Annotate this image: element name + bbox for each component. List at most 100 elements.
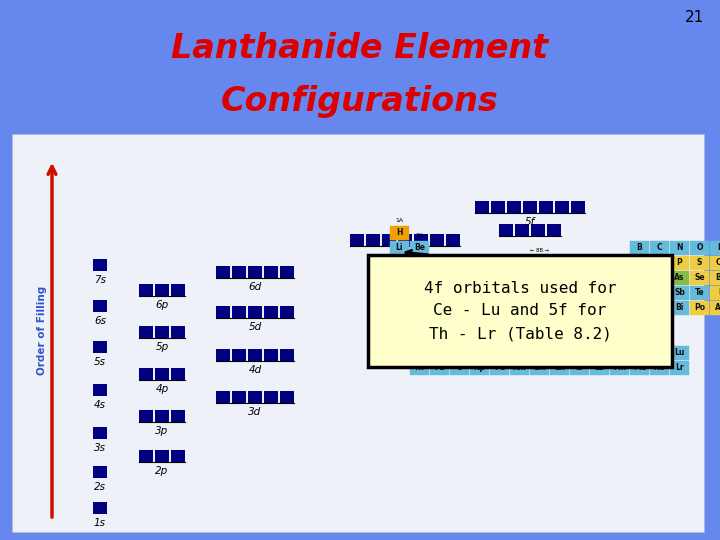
- Text: Rf: Rf: [455, 319, 464, 327]
- Text: 4f orbitals used for
Ce - Lu and 5f for
Th - Lr (Table 8.2): 4f orbitals used for Ce - Lu and 5f for …: [424, 281, 616, 341]
- Text: Tm: Tm: [633, 348, 646, 357]
- Bar: [570, 316, 589, 330]
- Bar: [530, 301, 549, 315]
- Text: Mo: Mo: [493, 288, 506, 298]
- Bar: [216, 306, 230, 318]
- Text: Be: Be: [414, 244, 425, 252]
- Bar: [570, 346, 589, 360]
- Text: 2p: 2p: [156, 466, 168, 476]
- Bar: [422, 254, 436, 266]
- Text: Ir: Ir: [556, 303, 563, 313]
- Text: C: C: [657, 244, 662, 252]
- Text: Yb: Yb: [654, 348, 665, 357]
- Bar: [430, 361, 449, 375]
- Text: 6s: 6s: [94, 316, 106, 326]
- Text: Sg: Sg: [494, 319, 505, 327]
- Text: In: In: [635, 288, 644, 298]
- Text: Sc: Sc: [434, 273, 444, 282]
- Text: Dy: Dy: [574, 348, 585, 357]
- Bar: [630, 286, 649, 300]
- Bar: [710, 301, 720, 315]
- Text: 4B: 4B: [456, 263, 464, 268]
- Bar: [171, 410, 185, 422]
- Text: Lu: Lu: [675, 348, 685, 357]
- Text: Ge: Ge: [654, 273, 665, 282]
- Bar: [530, 271, 549, 285]
- Text: Ru: Ru: [534, 288, 545, 298]
- Bar: [450, 316, 469, 330]
- Text: Ca: Ca: [414, 273, 425, 282]
- Text: Cm: Cm: [533, 363, 546, 373]
- Text: Si: Si: [655, 259, 664, 267]
- Bar: [390, 226, 409, 240]
- Bar: [93, 341, 107, 353]
- Bar: [155, 368, 169, 380]
- Bar: [490, 271, 509, 285]
- Bar: [410, 241, 429, 255]
- Text: Er: Er: [615, 348, 624, 357]
- Bar: [670, 256, 689, 270]
- Text: 4s: 4s: [94, 400, 106, 410]
- Text: Mn: Mn: [513, 273, 526, 282]
- Text: Sn: Sn: [654, 288, 665, 298]
- Text: Tl: Tl: [636, 303, 644, 313]
- Text: Lanthanide Element: Lanthanide Element: [171, 32, 549, 65]
- Text: Zr: Zr: [455, 288, 464, 298]
- Text: Sb: Sb: [674, 288, 685, 298]
- Bar: [550, 286, 569, 300]
- Text: Al: Al: [635, 259, 644, 267]
- Bar: [430, 271, 449, 285]
- Bar: [398, 234, 412, 246]
- Bar: [650, 301, 669, 315]
- Bar: [630, 256, 649, 270]
- Bar: [264, 266, 278, 278]
- Text: 2A: 2A: [415, 233, 423, 238]
- Text: H: H: [396, 228, 402, 238]
- Bar: [446, 234, 460, 246]
- Bar: [280, 349, 294, 361]
- Bar: [430, 301, 449, 315]
- Bar: [510, 271, 529, 285]
- Bar: [93, 259, 107, 271]
- Text: 3s: 3s: [94, 443, 106, 453]
- Bar: [216, 349, 230, 361]
- Text: Mg: Mg: [413, 259, 426, 267]
- Text: Ra: Ra: [414, 319, 425, 327]
- Bar: [507, 201, 521, 213]
- Bar: [490, 301, 509, 315]
- Bar: [93, 427, 107, 439]
- Bar: [410, 301, 429, 315]
- Bar: [610, 301, 629, 315]
- Bar: [280, 306, 294, 318]
- Bar: [590, 346, 609, 360]
- Text: At: At: [715, 303, 720, 313]
- Bar: [450, 301, 469, 315]
- Bar: [570, 271, 589, 285]
- Text: K: K: [397, 273, 402, 282]
- Bar: [390, 301, 409, 315]
- Text: Pm: Pm: [473, 348, 486, 357]
- Text: Fe: Fe: [534, 273, 544, 282]
- Bar: [410, 286, 429, 300]
- Bar: [410, 316, 429, 330]
- Bar: [264, 391, 278, 403]
- Bar: [670, 346, 689, 360]
- Bar: [216, 391, 230, 403]
- Bar: [710, 256, 720, 270]
- Bar: [390, 286, 409, 300]
- Text: Fm: Fm: [613, 363, 626, 373]
- Text: Nb: Nb: [474, 288, 485, 298]
- Bar: [650, 241, 669, 255]
- Bar: [539, 201, 553, 213]
- Text: Pr: Pr: [435, 348, 444, 357]
- Bar: [531, 224, 545, 236]
- Bar: [248, 306, 262, 318]
- Text: U: U: [456, 363, 463, 373]
- Text: Pb: Pb: [654, 303, 665, 313]
- Bar: [155, 450, 169, 462]
- Text: Ni: Ni: [575, 273, 584, 282]
- Text: Ac: Ac: [434, 319, 445, 327]
- Text: Co: Co: [554, 273, 565, 282]
- Text: Pa: Pa: [434, 363, 445, 373]
- Bar: [406, 254, 420, 266]
